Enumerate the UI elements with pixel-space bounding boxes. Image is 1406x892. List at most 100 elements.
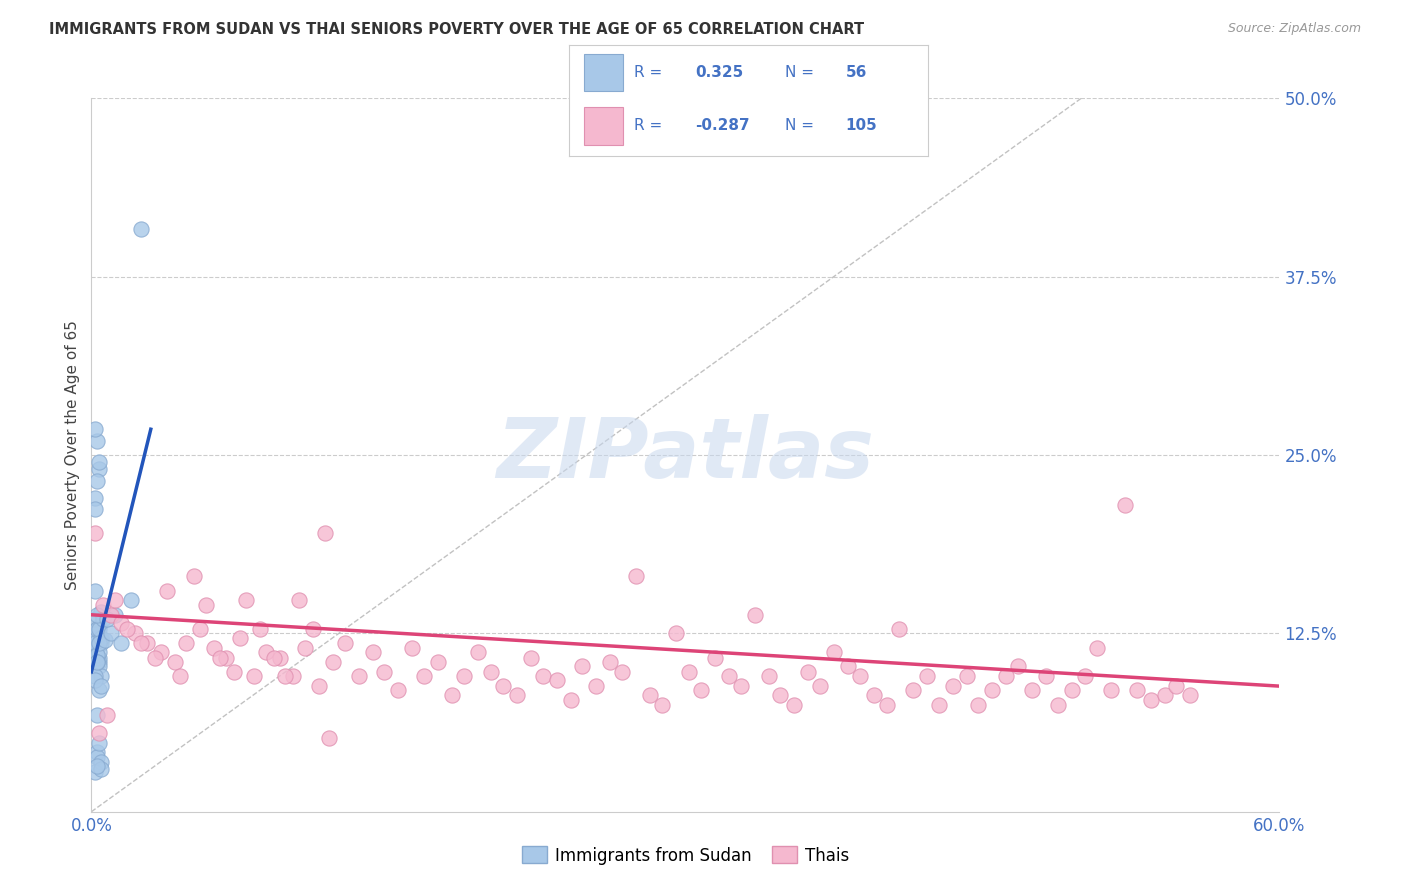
Point: [86, 707, 108, 722]
Text: R =: R =: [634, 65, 662, 80]
Point: [90, 633, 112, 648]
Point: [862, 688, 884, 702]
Point: [86, 655, 108, 669]
Point: [143, 650, 166, 665]
Point: [1085, 640, 1108, 655]
Point: [546, 673, 568, 688]
Text: 56: 56: [845, 65, 868, 80]
Point: [928, 698, 950, 712]
Point: [242, 669, 264, 683]
Point: [129, 636, 152, 650]
Legend: Immigrants from Sudan, Thais: Immigrants from Sudan, Thais: [515, 839, 856, 871]
Point: [89, 619, 111, 633]
Point: [110, 636, 132, 650]
Point: [1060, 683, 1083, 698]
Point: [610, 665, 633, 679]
Text: 0.325: 0.325: [695, 65, 744, 80]
Point: [1180, 688, 1202, 702]
Point: [333, 636, 356, 650]
Point: [288, 593, 311, 607]
Point: [86, 759, 108, 773]
Point: [86, 626, 108, 640]
Point: [744, 607, 766, 622]
Point: [808, 679, 831, 693]
Text: N =: N =: [785, 119, 814, 134]
Point: [479, 665, 502, 679]
Point: [717, 669, 740, 683]
Point: [89, 622, 111, 636]
Point: [89, 736, 111, 750]
Point: [86, 745, 108, 759]
Point: [104, 593, 127, 607]
Point: [86, 607, 108, 622]
Point: [84, 673, 107, 688]
Point: [995, 669, 1018, 683]
Point: [91, 598, 114, 612]
Point: [294, 640, 316, 655]
Point: [89, 683, 111, 698]
Point: [387, 683, 409, 698]
Point: [492, 679, 515, 693]
Point: [90, 762, 112, 776]
Point: [453, 669, 475, 683]
Point: [1166, 679, 1188, 693]
Point: [129, 222, 152, 236]
Text: ZIPatlas: ZIPatlas: [496, 415, 875, 495]
Point: [1126, 683, 1149, 698]
Point: [90, 755, 112, 769]
Point: [1153, 688, 1175, 702]
Point: [100, 626, 122, 640]
Point: [89, 655, 111, 669]
Point: [235, 593, 257, 607]
Point: [89, 659, 111, 673]
Point: [308, 679, 330, 693]
Point: [188, 622, 211, 636]
Point: [848, 669, 870, 683]
Point: [440, 688, 463, 702]
Point: [90, 636, 112, 650]
Point: [254, 645, 277, 659]
Point: [84, 669, 107, 683]
Point: [704, 650, 727, 665]
Point: [86, 655, 108, 669]
Text: IMMIGRANTS FROM SUDAN VS THAI SENIORS POVERTY OVER THE AGE OF 65 CORRELATION CHA: IMMIGRANTS FROM SUDAN VS THAI SENIORS PO…: [49, 22, 865, 37]
Point: [901, 683, 924, 698]
Point: [222, 665, 245, 679]
Point: [202, 640, 225, 655]
Point: [89, 726, 111, 740]
Point: [520, 650, 543, 665]
Point: [86, 474, 108, 488]
Point: [135, 636, 157, 650]
Text: N =: N =: [785, 65, 814, 80]
Point: [89, 650, 111, 665]
Point: [1046, 698, 1069, 712]
Point: [84, 764, 107, 779]
Point: [195, 598, 218, 612]
Point: [314, 526, 336, 541]
Point: [730, 679, 752, 693]
Point: [169, 669, 191, 683]
Point: [361, 645, 384, 659]
Point: [1114, 498, 1136, 512]
Point: [624, 569, 647, 583]
Point: [942, 679, 965, 693]
Point: [274, 669, 297, 683]
Point: [89, 645, 111, 659]
Point: [209, 650, 232, 665]
Point: [86, 640, 108, 655]
Point: [90, 669, 112, 683]
Point: [156, 583, 179, 598]
Point: [89, 636, 111, 650]
Point: [1099, 683, 1122, 698]
Point: [1007, 659, 1029, 673]
Point: [100, 607, 122, 622]
Point: [84, 422, 107, 436]
Point: [797, 665, 820, 679]
Point: [84, 640, 107, 655]
Point: [84, 612, 107, 626]
Point: [91, 612, 114, 626]
Point: [651, 698, 673, 712]
Point: [758, 669, 780, 683]
Point: [96, 612, 118, 626]
Bar: [583, 54, 623, 92]
